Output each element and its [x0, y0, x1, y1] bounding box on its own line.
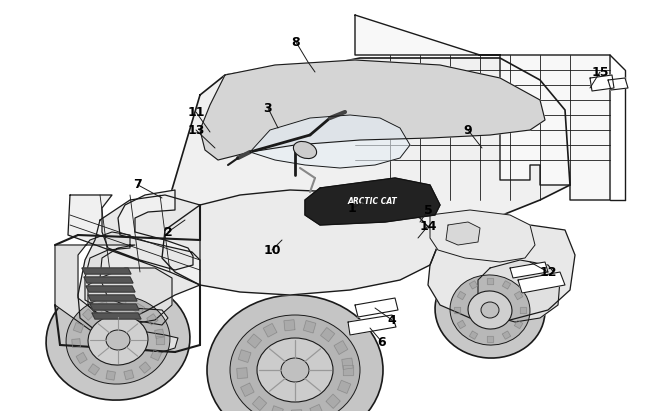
Polygon shape: [160, 58, 570, 265]
Ellipse shape: [450, 275, 530, 345]
Ellipse shape: [481, 302, 499, 318]
Polygon shape: [73, 323, 84, 333]
Text: 9: 9: [463, 123, 473, 136]
Text: 4: 4: [387, 314, 396, 326]
Polygon shape: [270, 406, 283, 411]
Polygon shape: [118, 300, 126, 309]
Polygon shape: [428, 225, 575, 320]
Polygon shape: [310, 404, 323, 411]
Polygon shape: [292, 410, 302, 411]
Polygon shape: [446, 222, 480, 245]
Polygon shape: [518, 272, 565, 293]
Polygon shape: [502, 281, 511, 289]
Polygon shape: [240, 383, 254, 397]
Polygon shape: [430, 210, 535, 262]
Polygon shape: [355, 15, 610, 200]
Polygon shape: [487, 336, 493, 342]
Text: ARCTIC CAT: ARCTIC CAT: [347, 198, 397, 206]
Text: 7: 7: [134, 178, 142, 192]
Polygon shape: [608, 78, 628, 90]
Polygon shape: [348, 315, 396, 335]
Polygon shape: [133, 303, 144, 314]
Polygon shape: [86, 286, 135, 292]
Polygon shape: [106, 371, 115, 380]
Polygon shape: [510, 262, 548, 278]
Text: 15: 15: [592, 65, 609, 79]
Polygon shape: [139, 362, 151, 373]
Polygon shape: [76, 353, 87, 363]
Text: 3: 3: [264, 102, 272, 115]
Polygon shape: [151, 350, 161, 360]
Polygon shape: [515, 321, 523, 329]
Polygon shape: [252, 396, 266, 411]
Polygon shape: [520, 307, 526, 313]
Polygon shape: [72, 339, 81, 347]
Ellipse shape: [468, 291, 512, 329]
Ellipse shape: [281, 358, 309, 382]
Polygon shape: [284, 320, 295, 331]
Polygon shape: [590, 75, 614, 91]
Polygon shape: [68, 190, 200, 285]
Polygon shape: [83, 309, 94, 320]
Polygon shape: [237, 368, 248, 379]
Polygon shape: [239, 350, 251, 363]
Text: 10: 10: [263, 243, 281, 256]
Polygon shape: [124, 370, 134, 380]
Polygon shape: [82, 268, 131, 274]
Polygon shape: [515, 291, 523, 300]
Polygon shape: [162, 190, 440, 295]
Polygon shape: [88, 295, 137, 301]
Polygon shape: [155, 329, 164, 338]
Polygon shape: [478, 260, 560, 322]
Ellipse shape: [88, 315, 148, 365]
Polygon shape: [458, 321, 465, 329]
Polygon shape: [320, 328, 335, 342]
Polygon shape: [156, 336, 164, 344]
Ellipse shape: [230, 315, 360, 411]
Polygon shape: [78, 195, 200, 330]
Polygon shape: [343, 365, 353, 375]
Polygon shape: [458, 291, 465, 300]
Polygon shape: [454, 307, 460, 313]
Polygon shape: [469, 281, 478, 289]
Polygon shape: [200, 60, 545, 160]
Polygon shape: [305, 178, 440, 225]
Polygon shape: [88, 364, 99, 375]
Polygon shape: [337, 380, 350, 393]
Polygon shape: [304, 321, 316, 333]
Text: 5: 5: [424, 203, 432, 217]
Text: 13: 13: [187, 123, 205, 136]
Text: 11: 11: [187, 106, 205, 118]
Polygon shape: [326, 394, 340, 409]
Text: 6: 6: [378, 335, 386, 349]
Ellipse shape: [106, 330, 130, 350]
Polygon shape: [250, 115, 410, 168]
Polygon shape: [92, 313, 141, 319]
Polygon shape: [90, 304, 139, 310]
Text: 2: 2: [164, 226, 172, 238]
Ellipse shape: [46, 280, 190, 400]
Polygon shape: [248, 334, 261, 348]
Ellipse shape: [207, 295, 383, 411]
Ellipse shape: [257, 338, 333, 402]
Polygon shape: [502, 331, 511, 339]
Polygon shape: [487, 278, 493, 284]
Polygon shape: [263, 323, 277, 337]
Polygon shape: [342, 358, 353, 369]
Polygon shape: [334, 341, 348, 354]
Text: 14: 14: [419, 219, 437, 233]
Text: 8: 8: [292, 35, 300, 48]
Polygon shape: [147, 314, 158, 325]
Ellipse shape: [293, 141, 317, 159]
Polygon shape: [355, 298, 398, 317]
Text: 12: 12: [540, 266, 557, 279]
Polygon shape: [469, 331, 478, 339]
Polygon shape: [84, 277, 133, 283]
Ellipse shape: [435, 262, 545, 358]
Polygon shape: [55, 232, 178, 352]
Polygon shape: [88, 268, 172, 325]
Ellipse shape: [66, 296, 170, 384]
Text: 1: 1: [348, 201, 356, 215]
Polygon shape: [99, 301, 109, 311]
